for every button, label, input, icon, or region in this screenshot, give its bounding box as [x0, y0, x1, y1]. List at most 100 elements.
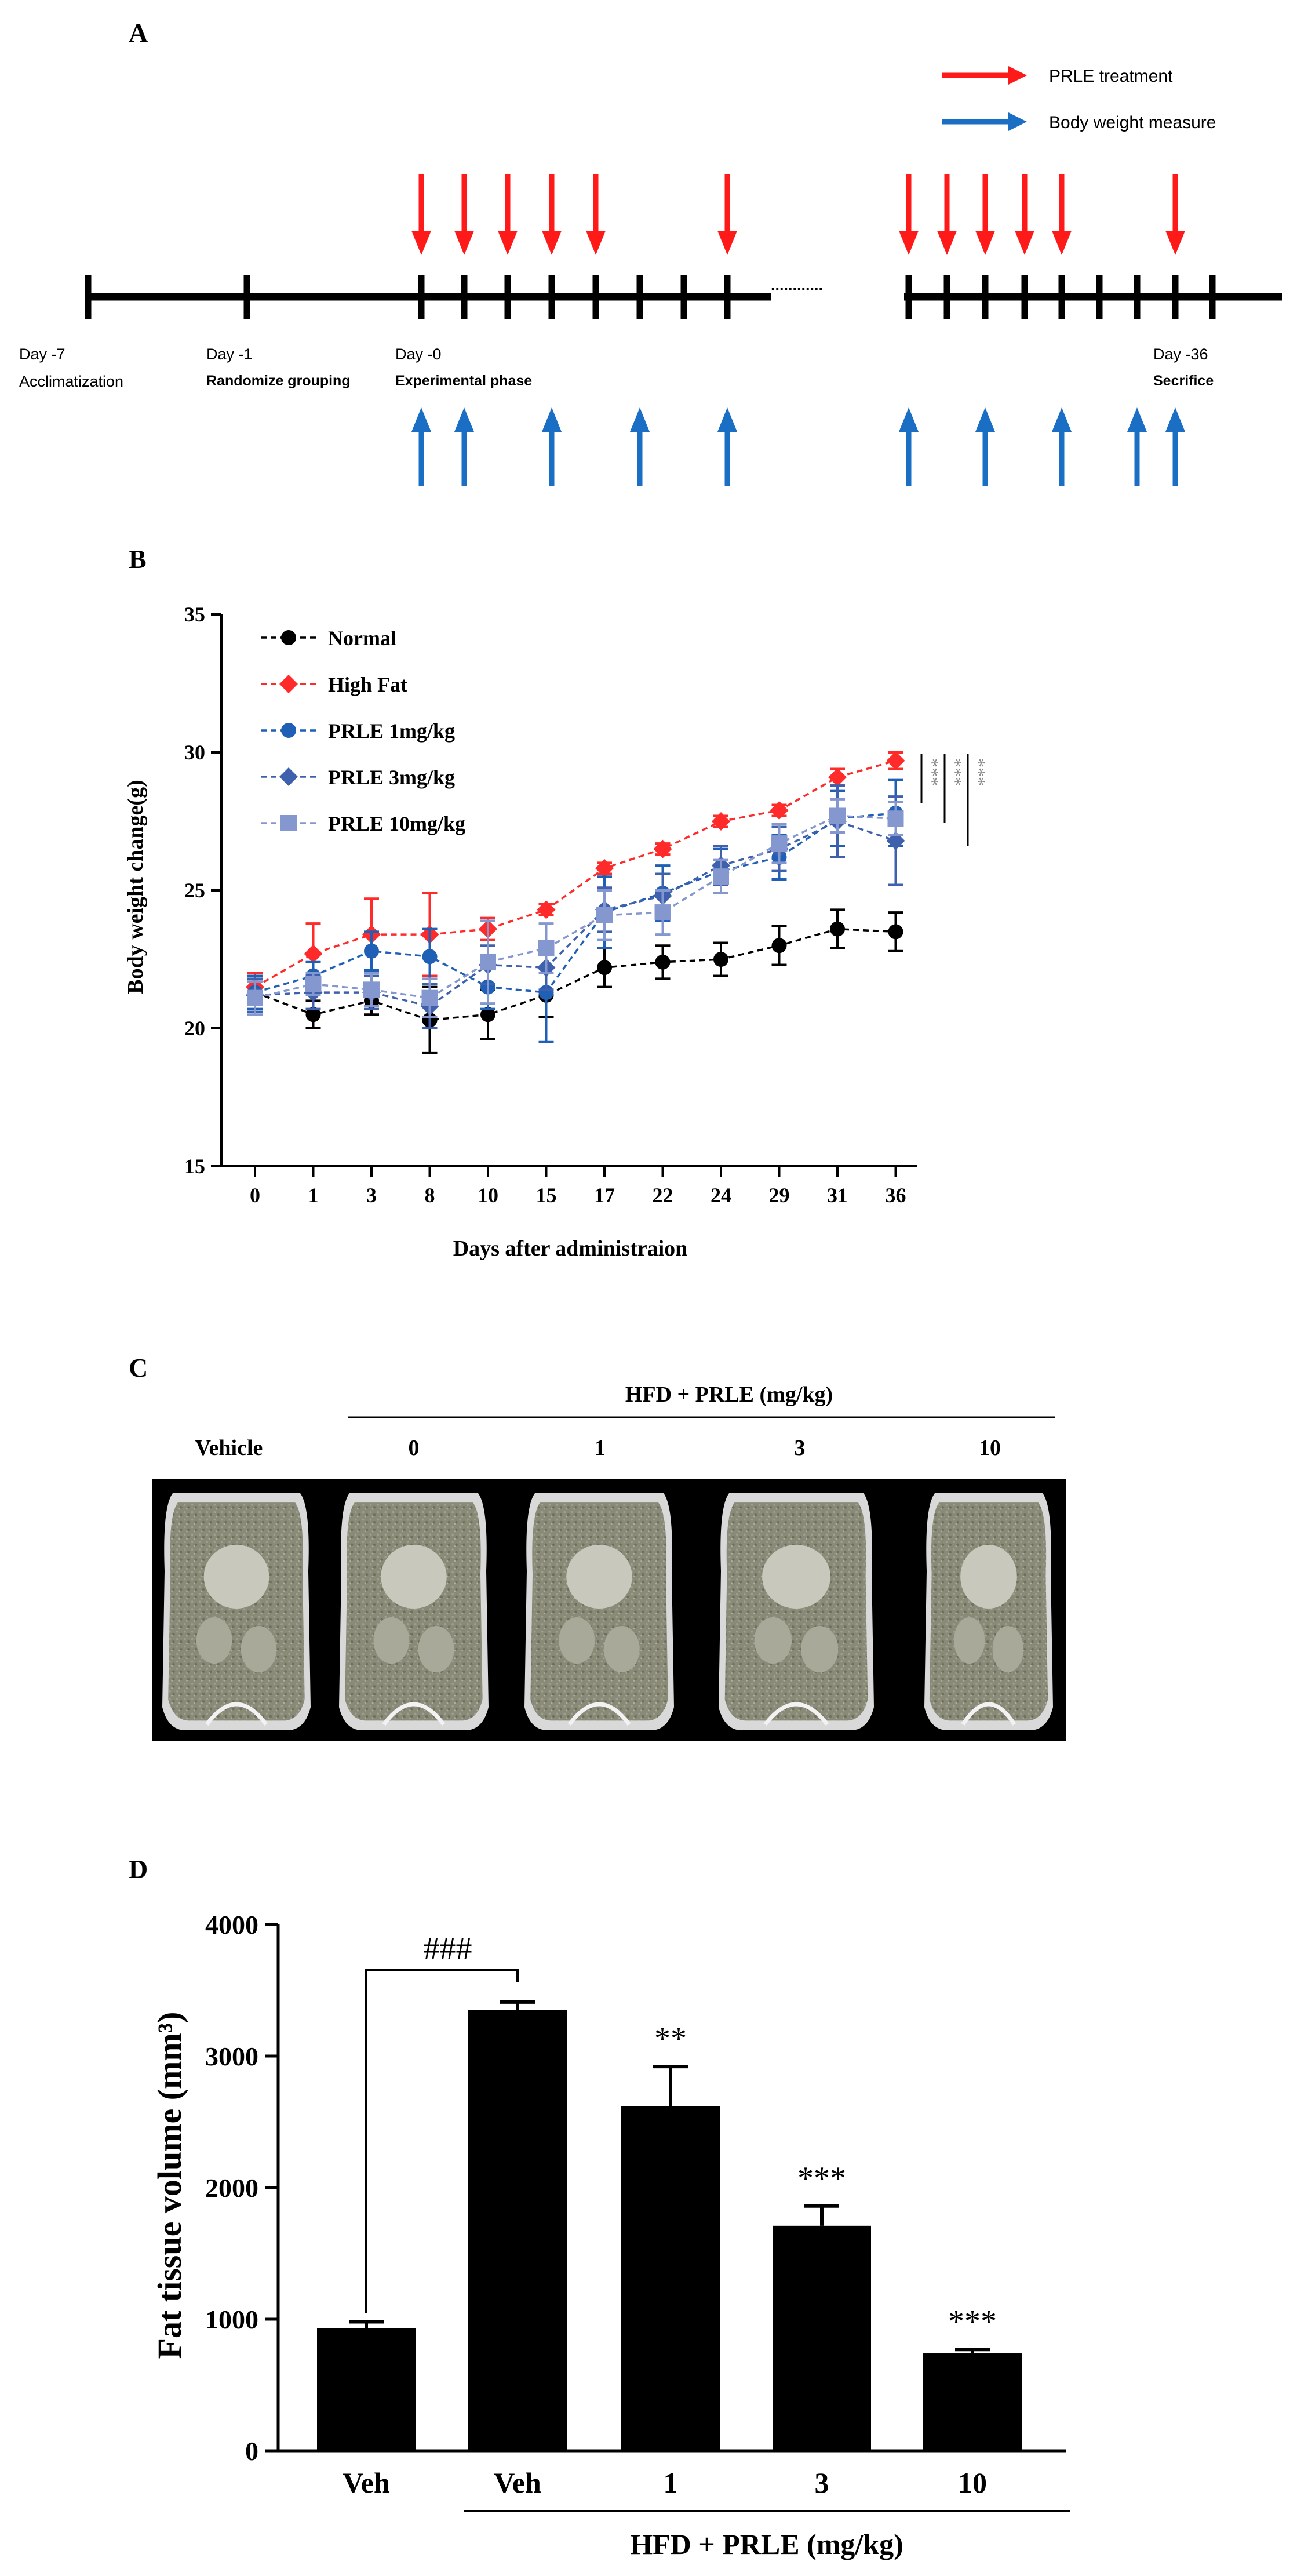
panel-label-c: C: [129, 1353, 148, 1382]
ct-scan-1: [339, 1493, 489, 1730]
b-x-ticks: 0 1 3 8 10 15 17 22 24 29 31 36: [250, 1166, 906, 1207]
d-bar: [317, 2328, 416, 2451]
b-sig-label: ***: [945, 758, 966, 786]
treatment-arrow-icon-9: [1015, 231, 1034, 255]
ct-organ: [801, 1626, 839, 1672]
ct-organ: [381, 1545, 447, 1609]
ct-organ: [762, 1545, 830, 1609]
legend-treatment-arrow-head-icon: [1008, 66, 1027, 85]
day-label-36: Day -36: [1153, 345, 1208, 363]
b-x-tick-label: 29: [769, 1184, 790, 1207]
b-data-point: [597, 960, 612, 976]
d-bracket-line: [365, 1969, 519, 2313]
d-x-category-label: 1: [664, 2466, 678, 2499]
b-data-point: [886, 751, 905, 770]
measure-arrow-icon-7: [1052, 407, 1072, 432]
measure-arrow-icon-6: [975, 407, 995, 432]
d-bar-annotation: ***: [797, 2160, 846, 2196]
treatment-arrow-icon-4: [586, 231, 606, 255]
d-x-category-label: 10: [958, 2466, 987, 2499]
legend-treatment-label: PRLE treatment: [1049, 67, 1173, 86]
b-data-point: [422, 949, 438, 965]
b-x-tick-label: 17: [594, 1184, 615, 1207]
b-legend-label: High Fat: [328, 673, 407, 696]
b-x-tick-label: 36: [886, 1184, 906, 1207]
treatment-arrow-icon-2: [498, 231, 518, 255]
b-data-point: [771, 938, 787, 954]
b-data-point: [596, 907, 613, 923]
c-label-vehicle: Vehicle: [195, 1436, 263, 1460]
b-data-point: [888, 924, 903, 940]
b-data-point: [654, 904, 671, 921]
ct-scan-3: [719, 1493, 874, 1730]
b-data-point: [887, 810, 904, 827]
b-series-line: [254, 814, 896, 999]
ct-organ: [373, 1617, 410, 1664]
b-data-point: [830, 921, 845, 937]
c-label-0: 0: [409, 1436, 420, 1460]
b-data-point: [538, 940, 555, 956]
d-x-categories: Veh Veh 1 3 10: [343, 2466, 987, 2499]
ct-scans: [162, 1493, 1053, 1730]
b-legend-marker: [281, 630, 296, 645]
d-x-axis-label: HFD + PRLE (mg/kg): [630, 2528, 903, 2560]
legend-measure-arrow-head-icon: [1008, 112, 1027, 131]
ct-body-interior: [929, 1502, 1048, 1721]
d-y-tick-label: 0: [245, 2436, 258, 2466]
d-bar: [468, 2010, 567, 2451]
b-data-point: [655, 954, 671, 970]
b-series: [246, 751, 905, 1054]
ct-body-interior: [168, 1502, 305, 1721]
c-group-label: HFD + PRLE (mg/kg): [625, 1382, 833, 1407]
b-x-tick-label: 8: [425, 1184, 435, 1207]
d-x-category-label: 3: [815, 2466, 829, 2499]
b-legend: Normal High Fat PRLE 1mg/kg PRLE 3mg/kg PRLE…: [261, 627, 465, 835]
day-desc-acclimatization: Acclimatization: [19, 373, 123, 390]
d-y-tick-label: 3000: [205, 2042, 258, 2071]
b-series-line: [254, 812, 896, 994]
b-x-axis-label: Days after administraion: [453, 1236, 688, 1261]
treatment-arrows: [411, 174, 1185, 255]
panel-label-b: B: [129, 544, 147, 574]
b-data-point: [537, 900, 556, 919]
b-data-point: [712, 812, 730, 831]
legend-measure-label: Body weight measure: [1049, 113, 1216, 132]
ct-body-interior: [345, 1502, 483, 1721]
ct-organ: [418, 1626, 454, 1672]
ct-organ: [960, 1545, 1017, 1609]
measure-arrow-icon-9: [1165, 407, 1185, 432]
day-label-minus-7: Day -7: [19, 345, 65, 363]
ct-scan-2: [524, 1493, 674, 1730]
b-data-point: [364, 943, 379, 959]
ct-organ: [559, 1617, 595, 1664]
timeline-ellipsis: ............: [771, 276, 823, 293]
b-legend-marker: [279, 767, 298, 786]
b-x-tick-label: 31: [827, 1184, 848, 1207]
b-x-tick-label: 22: [653, 1184, 673, 1207]
b-legend-marker: [281, 723, 296, 738]
day-desc-sacrifice: Secrifice: [1153, 373, 1214, 389]
d-y-ticks: 0 1000 2000 3000 4000: [205, 1910, 278, 2466]
b-legend-label: PRLE 10mg/kg: [328, 812, 465, 835]
day-desc-experimental: Experimental phase: [395, 373, 532, 389]
treatment-arrow-icon-0: [411, 231, 431, 255]
d-bar-annotation: ***: [948, 2304, 997, 2339]
ct-organ: [241, 1626, 277, 1672]
ct-organ: [603, 1626, 640, 1672]
measure-arrows: [411, 407, 1185, 486]
measure-arrow-icon-1: [454, 407, 474, 432]
d-y-tick-label: 2000: [205, 2173, 258, 2203]
timeline-legend: PRLE treatment Body weight measure: [942, 66, 1216, 132]
ct-scan-4: [924, 1493, 1053, 1730]
b-data-point: [713, 952, 728, 967]
treatment-arrow-icon-3: [542, 231, 562, 255]
panel-label-d: D: [129, 1854, 148, 1884]
ct-organ: [954, 1617, 985, 1664]
ct-scan-0: [162, 1493, 311, 1730]
b-data-point: [480, 954, 496, 970]
d-y-tick-label: 4000: [205, 1910, 258, 1940]
b-x-tick-label: 15: [536, 1184, 557, 1207]
b-series-line: [254, 927, 896, 1021]
ct-organ: [566, 1545, 632, 1609]
treatment-arrow-icon-10: [1052, 231, 1072, 255]
